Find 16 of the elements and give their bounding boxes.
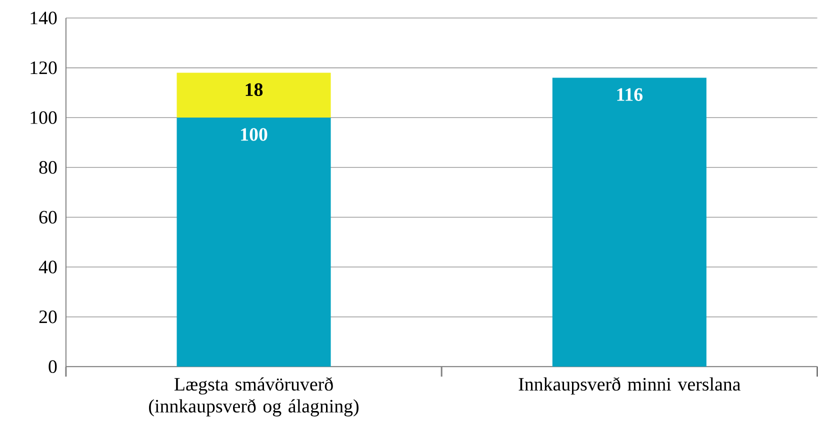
data-label: 100 xyxy=(241,128,268,142)
y-tick-label: 0 xyxy=(48,360,57,374)
y-tick-label: 120 xyxy=(30,62,57,74)
bar xyxy=(176,118,331,367)
x-tick-label: Lægsta smávöruverð (innkaupsverð og álagning) xyxy=(149,377,359,417)
y-tick-label: 100 xyxy=(30,111,57,124)
data-label: 116 xyxy=(617,88,643,102)
y-tick-label: 40 xyxy=(38,260,57,274)
y-tick-label: 20 xyxy=(39,310,57,324)
bar xyxy=(552,78,706,367)
data-label: 18 xyxy=(246,83,263,96)
y-tick-label: 60 xyxy=(39,211,57,224)
x-tick-label: Innkaupsverð minni verslana xyxy=(518,377,740,395)
y-tick-label: 80 xyxy=(39,161,57,174)
y-tick-label: 140 xyxy=(30,12,57,25)
bar xyxy=(176,72,331,118)
